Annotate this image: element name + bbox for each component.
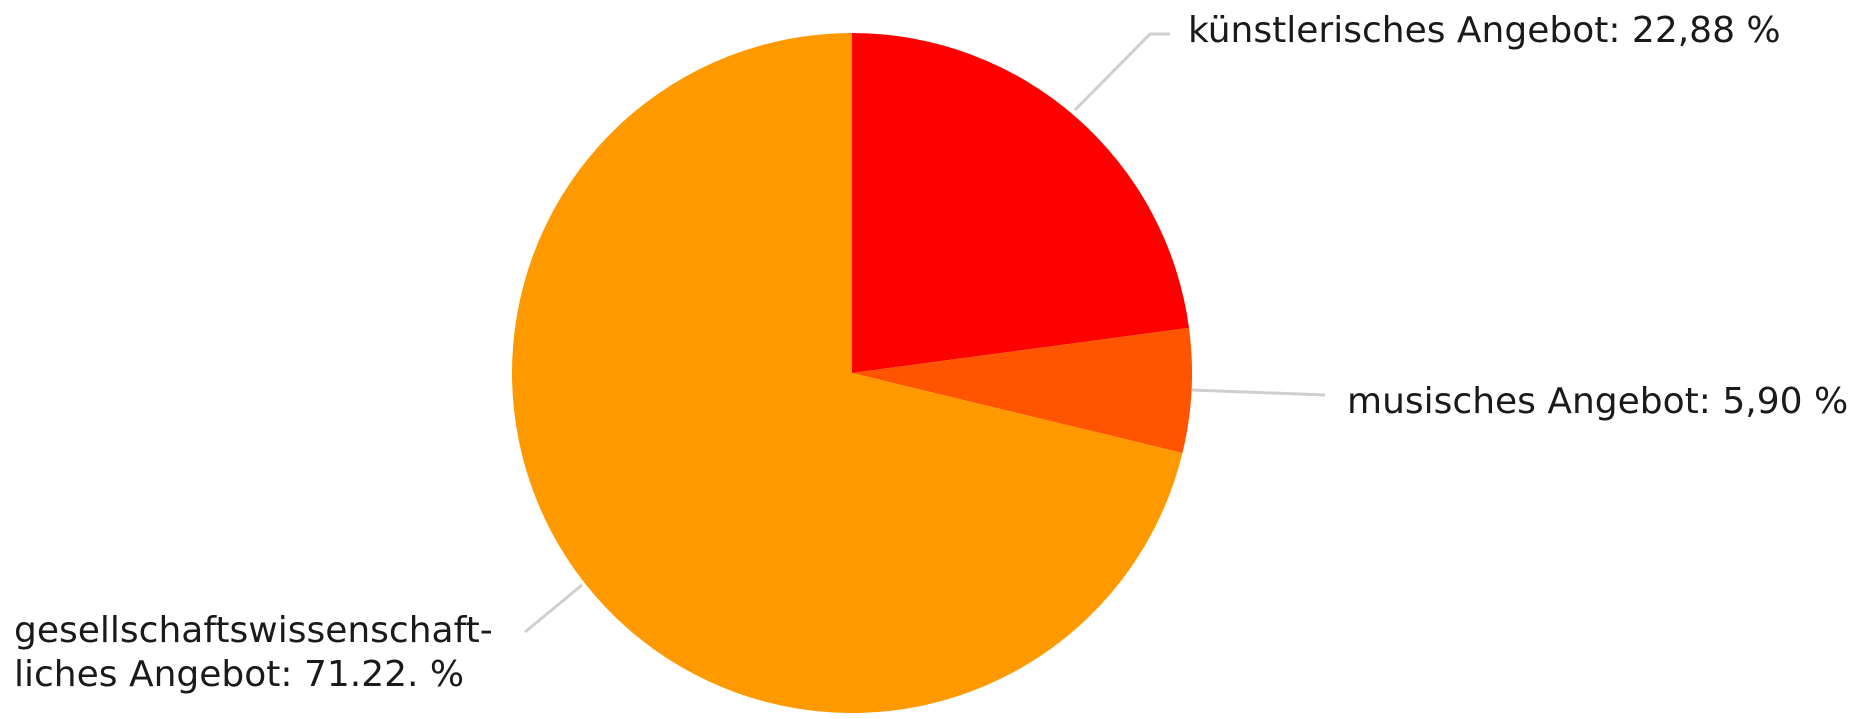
pie-slice-1 — [852, 33, 1189, 373]
slice-label-3-line-1: gesellschaftswissenschaft- — [14, 610, 493, 651]
slice-label-2-line-1: musisches Angebot: 5,90 % — [1347, 381, 1848, 422]
slice-label-1-line-1: künstlerisches Angebot: 22,88 % — [1188, 10, 1781, 51]
leader-line-2 — [1191, 388, 1326, 397]
pie-slice-3 — [512, 32, 1183, 713]
slice-label-1: künstlerisches Angebot: 22,88 % — [1188, 10, 1781, 51]
pie-slice-2 — [852, 327, 1192, 453]
leader-lines — [524, 32, 1326, 634]
leader-line-3 — [524, 583, 583, 634]
slice-label-3: gesellschaftswissenschaft-liches Angebot… — [14, 610, 493, 695]
slice-labels: künstlerisches Angebot: 22,88 % musisches… — [14, 10, 1848, 695]
leader-line-1 — [1073, 32, 1170, 112]
slice-label-2: musisches Angebot: 5,90 % — [1347, 381, 1848, 422]
slice-label-3-line-2: liches Angebot: 71.22. % — [14, 654, 464, 695]
pie-slices — [512, 32, 1192, 713]
